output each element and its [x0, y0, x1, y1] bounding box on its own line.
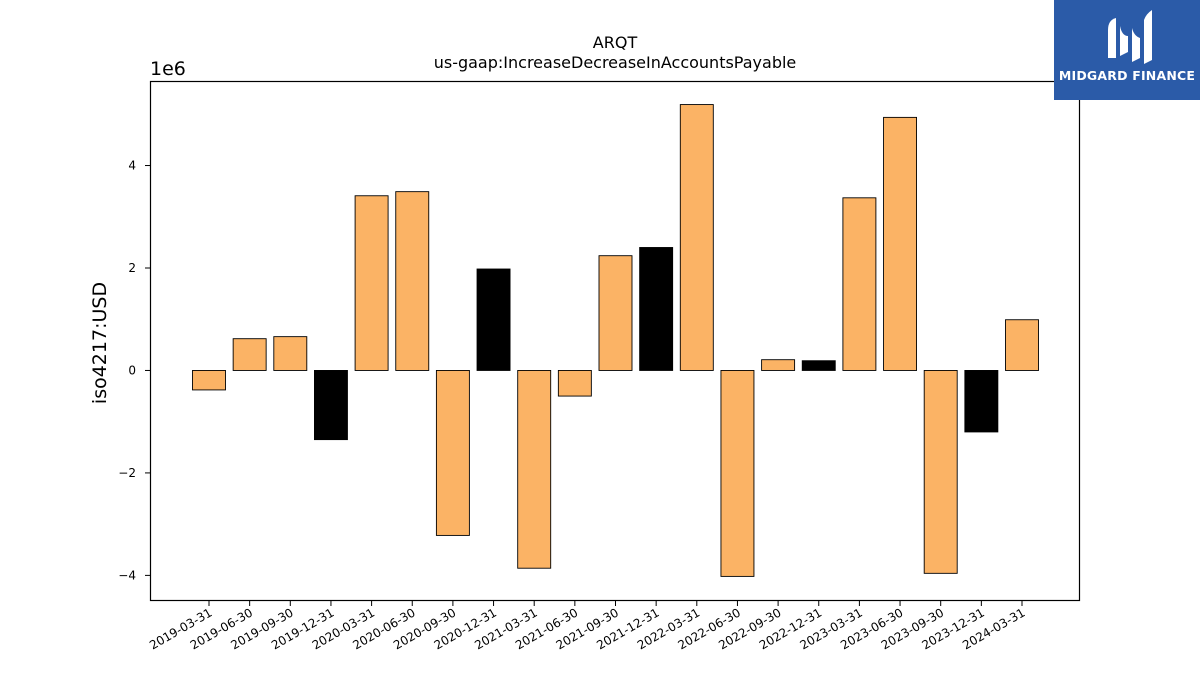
y-tick-label: −4	[118, 568, 136, 582]
y-tick-label: 2	[128, 261, 136, 275]
y-axis-scale-label: 1e6	[150, 58, 186, 80]
bar	[761, 359, 796, 371]
bar	[354, 195, 389, 371]
bar	[232, 338, 267, 371]
bar	[598, 255, 633, 371]
bar	[435, 370, 470, 536]
midgard-finance-logo: MIDGARD FINANCE	[1054, 0, 1200, 100]
bar	[314, 370, 348, 441]
bar	[720, 370, 755, 577]
bar	[883, 116, 917, 371]
bar	[476, 268, 511, 371]
bar	[192, 370, 226, 391]
bar	[639, 247, 674, 371]
logo-text: MIDGARD FINANCE	[1058, 68, 1196, 83]
bar	[964, 370, 999, 433]
bar	[842, 197, 877, 371]
bar	[273, 336, 308, 371]
y-tick-label: −2	[118, 466, 136, 480]
bar	[923, 370, 958, 574]
chart-subtitle: us-gaap:IncreaseDecreaseInAccountsPayabl…	[434, 53, 797, 72]
y-tick-label: 4	[128, 159, 136, 173]
bar	[557, 370, 592, 397]
midgard-logo-icon	[1108, 10, 1152, 64]
y-tick-label: 0	[128, 363, 136, 377]
bar	[801, 360, 836, 371]
plot-frame	[149, 80, 1081, 602]
bar	[517, 370, 552, 569]
y-axis-label: iso4217:USD	[89, 282, 111, 404]
bar	[1005, 319, 1039, 371]
chart-title: ARQT	[593, 33, 638, 52]
bar	[679, 104, 714, 371]
bar	[395, 191, 430, 371]
